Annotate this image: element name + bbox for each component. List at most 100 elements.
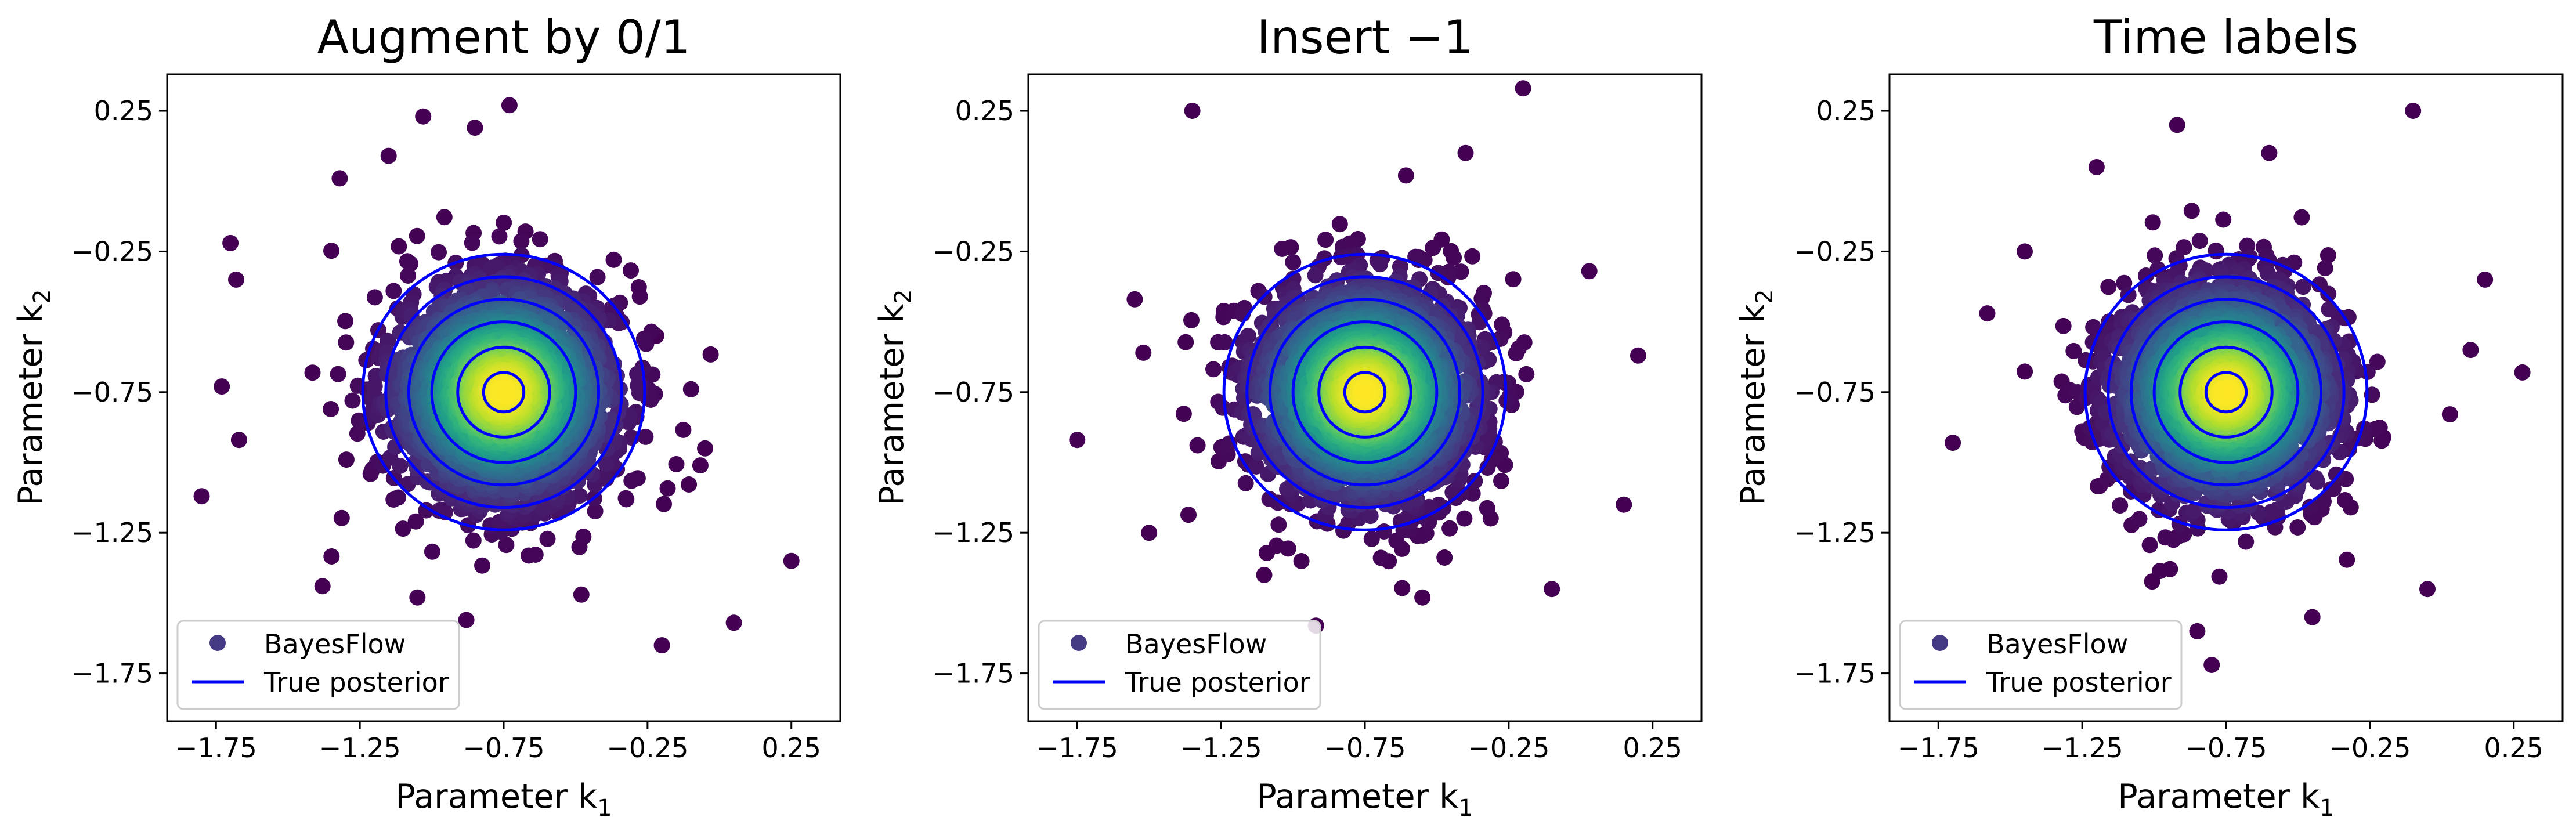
scatter-point — [330, 366, 346, 382]
scatter-point — [656, 496, 672, 512]
x-axis-label: Parameter k1 — [395, 778, 612, 822]
scatter-point — [1394, 580, 1411, 596]
scatter-point — [1464, 248, 1481, 265]
scatter-point — [344, 392, 361, 409]
scatter-point — [631, 288, 648, 305]
scatter-point — [304, 364, 321, 381]
scatter-point — [617, 490, 634, 507]
panel-insert: −1.75 −1.25 −0.75 −0.25 0.25 −1.75−1.25−0.75… — [873, 10, 1703, 822]
scatter-point — [323, 243, 339, 259]
scatter-point — [1425, 240, 1441, 256]
scatter-point — [1240, 327, 1256, 344]
scatter-point — [338, 334, 355, 351]
scatter-point — [1505, 271, 1522, 288]
scatter-point — [725, 614, 742, 631]
scatter-point — [409, 227, 425, 244]
scatter-point — [1630, 347, 1646, 364]
scatter-point — [1436, 549, 1453, 566]
scatter-point — [533, 500, 550, 516]
y-tick-label: −0.25 — [71, 236, 153, 267]
legend-box — [176, 620, 460, 710]
scatter-point — [1280, 540, 1296, 557]
scatter-point — [385, 283, 402, 299]
scatter-point — [1363, 530, 1380, 547]
scatter-point — [623, 262, 639, 279]
scatter-point — [1362, 508, 1379, 525]
scatter-point — [407, 513, 424, 530]
y-axis-ticks: −1.75−1.25−0.75−0.250.25 — [71, 95, 167, 689]
scatter-point — [474, 557, 490, 574]
scatter-point — [1180, 507, 1197, 523]
scatter-point — [1397, 167, 1414, 184]
scatter-point — [783, 552, 800, 569]
scatter-point — [1317, 232, 1334, 248]
scatter-point — [675, 421, 692, 438]
x-tick-label: −1.25 — [319, 732, 401, 764]
scatter-point — [1616, 496, 1632, 513]
scatter-point — [491, 228, 508, 245]
scatter-point — [668, 456, 685, 472]
scatter-point — [1518, 366, 1535, 382]
scatter-point — [467, 120, 483, 136]
posterior-contour — [384, 275, 623, 509]
scatter-point — [587, 502, 604, 519]
scatter-point — [338, 451, 355, 468]
scatter-point — [1515, 80, 1531, 97]
scatter-point — [1270, 516, 1287, 533]
scatter-point — [498, 537, 515, 554]
scatter-point — [464, 234, 480, 251]
scatter-point — [575, 529, 592, 545]
scatter-point — [323, 548, 340, 565]
y-tick-label: −0.75 — [71, 377, 153, 408]
scatter-point — [431, 244, 447, 261]
scatter-point — [681, 476, 698, 493]
legend-bayesflow-label: BayesFlow — [264, 628, 406, 660]
scatter-point — [1581, 263, 1598, 280]
scatter-point — [1372, 549, 1389, 566]
scatter-point — [228, 271, 244, 288]
scatter-point — [692, 457, 709, 474]
scatter-point — [1135, 344, 1152, 361]
scatter-point — [1508, 345, 1524, 361]
scatter-point — [415, 108, 432, 125]
scatter-point — [1183, 312, 1200, 328]
scatter-point — [214, 378, 230, 395]
scatter-point — [331, 170, 348, 187]
panel-augment: −1.75 −1.25 −0.75 −0.25 0.25 −1.75−1.25−0.75… — [12, 10, 841, 822]
scatter-point — [380, 147, 397, 164]
scatter-point — [682, 381, 699, 397]
scatter-point — [1069, 432, 1086, 449]
scatter-point — [349, 425, 366, 442]
scatter-point — [605, 251, 622, 268]
scatter-point — [495, 386, 512, 403]
scatter-point — [532, 231, 548, 248]
scatter-point — [323, 401, 339, 417]
scatter-point — [400, 267, 417, 284]
scatter-point — [1453, 263, 1469, 280]
scatter-point — [1544, 581, 1560, 598]
scatter-point — [193, 488, 210, 505]
scatter-point — [1205, 361, 1222, 378]
scatter-point — [436, 209, 453, 226]
x-tick-label: −1.75 — [175, 732, 257, 764]
scatter-point — [1493, 472, 1509, 489]
scatter-point — [697, 440, 713, 457]
scatter-point — [1414, 589, 1431, 606]
scatter-point — [1177, 334, 1194, 350]
scatter-point — [702, 346, 719, 363]
y-tick-label: 0.25 — [94, 95, 153, 126]
scatter-point — [337, 313, 353, 330]
scatter-point — [409, 589, 426, 606]
posterior-contour — [430, 320, 577, 464]
scatter-point — [1189, 437, 1206, 454]
x-tick-label: −0.25 — [606, 732, 688, 764]
scatter-point — [1456, 510, 1473, 527]
legend-bayesflow-marker — [209, 635, 226, 651]
scatter-point — [598, 455, 615, 472]
x-tick-label: 0.25 — [762, 732, 821, 764]
scatter-point — [1479, 500, 1495, 516]
scatter-point — [1483, 451, 1500, 468]
scatter-point — [366, 289, 383, 306]
scatter-point — [659, 480, 676, 497]
y-axis-label: Parameter k2 — [12, 289, 56, 505]
